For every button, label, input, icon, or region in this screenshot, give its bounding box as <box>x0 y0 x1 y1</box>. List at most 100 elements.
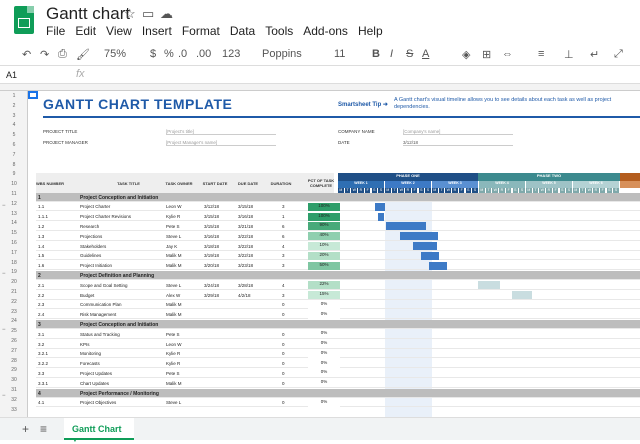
cell-wbs[interactable]: 3 <box>38 321 41 328</box>
row-number[interactable]: 11 <box>11 191 17 197</box>
cell-task-title[interactable]: Forecasts <box>80 361 100 367</box>
cell-wbs[interactable]: 2.2 <box>38 292 45 298</box>
cell-duration[interactable]: 0 <box>282 400 285 406</box>
name-box[interactable]: A1 <box>6 70 18 80</box>
cell-pct-complete[interactable]: 0% <box>308 369 340 378</box>
table-row[interactable]: 1.2 Research Pete S 3/15/18 3/21/18 6 90% <box>36 222 640 231</box>
cell-duration[interactable]: 1 <box>282 214 285 220</box>
tab-gantt-chart[interactable]: Gantt Chart ▼ <box>64 418 134 444</box>
cell-duration[interactable]: 6 <box>282 223 285 229</box>
cell-task-title[interactable]: Stakeholders <box>80 243 107 249</box>
cell-pct-complete[interactable]: 90% <box>308 222 340 231</box>
cell-start[interactable]: 3/24/18 <box>204 282 220 288</box>
row-number[interactable]: 15 <box>11 230 17 237</box>
cell-task-title[interactable]: Project Initiation <box>80 263 113 269</box>
menu-item[interactable]: Help <box>357 24 383 38</box>
cell-wbs[interactable]: 2 <box>38 272 41 279</box>
undo-icon[interactable]: ↶ <box>22 49 32 61</box>
row-number[interactable]: 33 <box>11 406 17 413</box>
row-number[interactable]: 7 <box>12 151 16 158</box>
cell-task-title[interactable]: Chart Updates <box>80 380 110 386</box>
cell-pct-complete[interactable]: 0% <box>308 349 340 358</box>
decrease-decimal-button[interactable]: .0 <box>178 48 188 60</box>
menu-item[interactable]: Format <box>181 24 220 38</box>
cell-owner[interactable]: Alex W <box>166 292 181 298</box>
cell-task-title[interactable]: Risk Management <box>80 312 117 318</box>
table-row[interactable]: 2.4 Risk Management Malik M 0 0% <box>36 310 640 320</box>
group-collapse-icon[interactable]: − <box>2 393 6 399</box>
cell-pct-complete[interactable]: 20% <box>308 251 340 260</box>
table-row[interactable]: 3.1 Status and Tracking Pete S 0 0% <box>36 330 640 339</box>
menu-item[interactable]: File <box>46 24 66 38</box>
row-number[interactable]: 17 <box>11 249 17 256</box>
row-number[interactable]: 24 <box>11 318 17 325</box>
cell-wbs[interactable]: 3.2.1 <box>38 351 49 357</box>
row-number[interactable]: 32 <box>11 396 17 403</box>
cell-wbs[interactable]: 3.2.2 <box>38 361 49 367</box>
row-number[interactable]: 10 <box>11 181 17 188</box>
paint-format-icon[interactable]: 🖌 <box>76 49 90 61</box>
cell-due[interactable]: 3/21/18 <box>238 223 254 229</box>
cell-owner[interactable]: Steve L <box>166 282 182 288</box>
row-number[interactable]: 31 <box>11 387 17 393</box>
table-row[interactable]: 3.2.2 Forecasts Kylie R 0 0% <box>36 359 640 369</box>
row-number[interactable]: 13 <box>11 210 17 217</box>
table-row[interactable]: 2.2 Budget Alex W 3/29/18 4/2/18 3 15% <box>36 291 640 300</box>
row-number[interactable]: 28 <box>11 357 17 364</box>
cell-duration[interactable]: 0 <box>282 331 285 337</box>
bold-button[interactable]: B <box>372 48 380 60</box>
row-number[interactable]: 5 <box>12 132 16 139</box>
row-number[interactable]: 21 <box>11 289 17 295</box>
cell-pct-complete[interactable]: 15% <box>308 291 340 299</box>
merge-cells-icon[interactable]: ⇔ <box>502 48 513 60</box>
fill-color-icon[interactable]: ◈ <box>462 49 471 61</box>
document-title[interactable]: Gantt chart <box>46 4 131 23</box>
cell-due[interactable]: 3/22/18 <box>238 243 254 249</box>
print-icon[interactable]: ⎙ <box>58 48 67 60</box>
row-number[interactable]: 8 <box>12 161 16 168</box>
table-row[interactable]: 3.3 Project Updates Pete S 0 0% <box>36 369 640 378</box>
row-number[interactable]: 23 <box>11 308 17 315</box>
company-value[interactable]: [Company's name] <box>403 129 513 135</box>
project-title-value[interactable]: [Project's title] <box>166 129 276 135</box>
cell-duration[interactable]: 0 <box>282 361 285 367</box>
cell-duration[interactable]: 3 <box>282 292 285 298</box>
section-row[interactable]: 3 Project Conception and Initiation <box>36 320 640 329</box>
cell-owner[interactable]: Leon W <box>166 204 182 210</box>
cell-task-title[interactable]: Scope and Goal Setting <box>80 282 128 288</box>
number-format-select[interactable]: 123 <box>222 48 241 60</box>
table-row[interactable]: 1.6 Project Initiation Malik M 3/20/18 3/23/… <box>36 261 640 271</box>
menu-item[interactable]: Tools <box>265 24 294 38</box>
strikethrough-button[interactable]: S <box>406 48 414 60</box>
cell-wbs[interactable]: 2.3 <box>38 302 45 308</box>
cell-owner[interactable]: Kylie R <box>166 361 181 367</box>
row-number[interactable]: 14 <box>11 220 17 227</box>
row-number[interactable]: 2 <box>12 102 16 109</box>
cell-owner[interactable]: Malik M <box>166 263 182 269</box>
cell-start[interactable]: 3/12/18 <box>204 204 220 210</box>
row-number[interactable]: 22 <box>11 298 17 305</box>
cell-duration[interactable]: 0 <box>282 312 285 318</box>
all-sheets-icon[interactable]: ≡ <box>40 422 48 436</box>
row-number[interactable]: 26 <box>11 338 17 344</box>
cell-owner[interactable]: Malik M <box>166 302 182 308</box>
table-row[interactable]: 3.2 KPIs Leon W 0 0% <box>36 340 640 349</box>
cell-task-title[interactable]: Project Charter Revisions <box>80 214 132 220</box>
row-number[interactable]: 3 <box>12 112 16 119</box>
table-row[interactable]: 4.1 Project Objectives Steve L 0 0% <box>36 398 640 408</box>
row-number[interactable]: 4 <box>12 122 16 129</box>
zoom-select[interactable]: 75% <box>104 48 127 60</box>
tab-dropdown-icon[interactable]: ▼ <box>72 438 78 444</box>
cell-owner[interactable]: Steve L <box>166 233 182 239</box>
cell-task-title[interactable]: Project Conception and Initiation <box>80 194 159 201</box>
cell-due[interactable]: 3/22/18 <box>238 233 254 239</box>
font-select[interactable]: Poppins <box>262 48 302 60</box>
cell-pct-complete[interactable]: 10% <box>308 242 340 250</box>
section-row[interactable]: 1 Project Conception and Initiation <box>36 193 640 202</box>
cell-wbs[interactable]: 1.1 <box>38 204 45 210</box>
cell-due[interactable]: 4/2/18 <box>238 292 251 298</box>
cell-wbs[interactable]: 1.4 <box>38 243 45 249</box>
cell-due[interactable]: 3/23/18 <box>238 263 254 269</box>
percent-button[interactable]: % <box>164 48 174 60</box>
currency-button[interactable]: $ <box>150 48 157 60</box>
